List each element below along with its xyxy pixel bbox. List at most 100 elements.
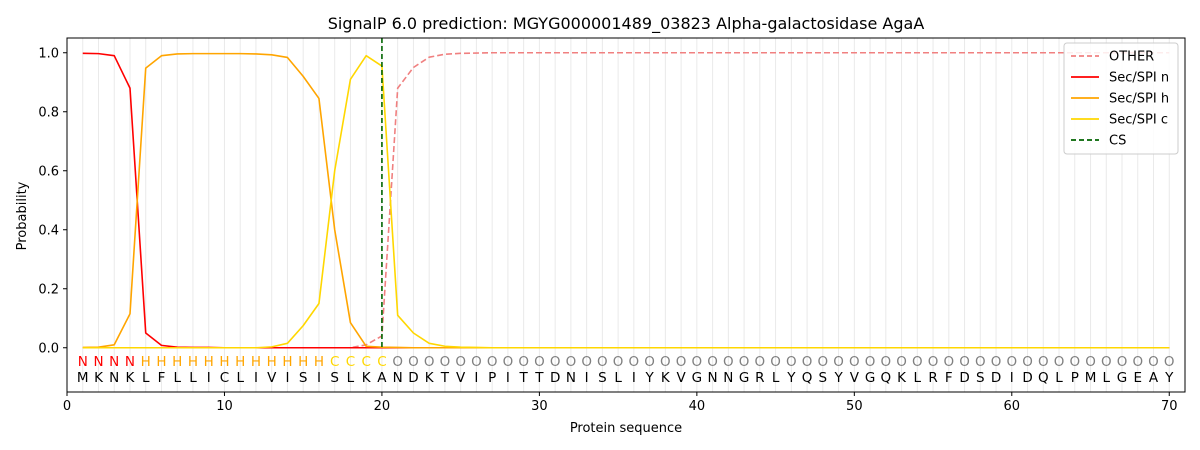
region-label: O: [471, 354, 482, 370]
region-label: O: [723, 354, 734, 370]
residue-label: S: [299, 370, 308, 386]
region-label: O: [1117, 354, 1128, 370]
legend-label: CS: [1109, 134, 1126, 149]
residue-label: K: [897, 370, 907, 386]
residue-label: A: [1149, 370, 1159, 386]
region-label: N: [93, 354, 103, 370]
series-lines: [82, 38, 1170, 349]
residue-label: V: [267, 370, 277, 386]
x-tick-label: 50: [846, 399, 863, 414]
region-label: O: [928, 354, 939, 370]
legend-label: Sec/SPI c: [1109, 113, 1168, 128]
region-label: O: [1022, 354, 1033, 370]
region-label: O: [518, 354, 529, 370]
residue-label: R: [755, 370, 764, 386]
region-label: O: [660, 354, 671, 370]
residue-label: P: [1071, 370, 1079, 386]
series-line-other: [82, 51, 1170, 349]
x-tick-label: 40: [689, 399, 706, 414]
region-label: O: [959, 354, 970, 370]
residue-label: I: [254, 370, 258, 386]
sequence-labels: NMNKNNNKHLHFHLHLHIHCHLHIHVHIHSHICSCLCKCA…: [77, 354, 1175, 386]
region-label: H: [314, 354, 324, 370]
residue-label: G: [1117, 370, 1127, 386]
residue-label: M: [77, 370, 89, 386]
residue-label: I: [585, 370, 589, 386]
residue-label: L: [142, 370, 150, 386]
region-label: O: [739, 354, 750, 370]
residue-label: M: [1085, 370, 1097, 386]
residue-label: I: [207, 370, 211, 386]
region-label: O: [991, 354, 1002, 370]
residue-label: S: [598, 370, 607, 386]
region-label: O: [880, 354, 891, 370]
residue-label: S: [330, 370, 339, 386]
region-label: O: [755, 354, 766, 370]
residue-label: E: [1133, 370, 1142, 386]
residue-label: K: [126, 370, 136, 386]
residue-label: T: [534, 370, 544, 386]
region-label: H: [298, 354, 308, 370]
residue-label: C: [220, 370, 229, 386]
region-label: O: [943, 354, 954, 370]
series-line-sec-spi-n: [82, 52, 1170, 349]
x-tick-label: 60: [1004, 399, 1021, 414]
region-label: O: [865, 354, 876, 370]
residue-label: L: [189, 370, 197, 386]
legend-label: Sec/SPI h: [1109, 92, 1169, 107]
region-label: O: [581, 354, 592, 370]
legend-box: [1063, 42, 1179, 155]
grid-lines: [82, 38, 1170, 392]
residue-label: K: [94, 370, 104, 386]
residue-label: N: [393, 370, 403, 386]
legend-label: Sec/SPI n: [1109, 71, 1169, 86]
region-label: O: [534, 354, 545, 370]
region-label: N: [125, 354, 135, 370]
residue-label: I: [474, 370, 478, 386]
axis-ticks: 0 10 20 30 40 50 60 70 0.0 0.2 0.4 0.6 0.8 1.0: [38, 46, 1177, 414]
chart-title: SignalP 6.0 prediction: MGYG000001489_03…: [328, 14, 925, 34]
residue-label: L: [1055, 370, 1063, 386]
region-label: O: [849, 354, 860, 370]
region-label: O: [455, 354, 466, 370]
x-tick-label: 10: [216, 399, 233, 414]
residue-label: F: [945, 370, 953, 386]
residue-label: Q: [802, 370, 813, 386]
region-label: O: [424, 354, 435, 370]
x-tick-label: 70: [1161, 399, 1178, 414]
region-label: O: [644, 354, 655, 370]
region-label: O: [692, 354, 703, 370]
residue-label: Q: [880, 370, 891, 386]
residue-label: Q: [1038, 370, 1049, 386]
series-line-sec-spi-h: [82, 52, 1170, 349]
x-tick-label: 30: [531, 399, 548, 414]
residue-label: Y: [1164, 370, 1174, 386]
y-tick-label: 0.2: [38, 282, 59, 297]
residue-label: L: [772, 370, 780, 386]
residue-label: D: [991, 370, 1001, 386]
region-label: H: [235, 354, 245, 370]
residue-label: N: [723, 370, 733, 386]
residue-label: K: [661, 370, 671, 386]
residue-label: N: [566, 370, 576, 386]
region-label: O: [392, 354, 403, 370]
region-label: O: [1164, 354, 1175, 370]
region-label: O: [1101, 354, 1112, 370]
residue-label: T: [519, 370, 529, 386]
region-label: C: [330, 354, 339, 370]
residue-label: Y: [786, 370, 796, 386]
region-label: O: [770, 354, 781, 370]
residue-label: V: [676, 370, 686, 386]
region-label: O: [707, 354, 718, 370]
y-tick-label: 0.0: [38, 341, 59, 356]
region-label: N: [78, 354, 88, 370]
residue-label: N: [708, 370, 718, 386]
residue-label: S: [819, 370, 828, 386]
residue-label: I: [1010, 370, 1014, 386]
residue-label: D: [550, 370, 560, 386]
region-label: O: [566, 354, 577, 370]
region-label: O: [1069, 354, 1080, 370]
region-label: O: [613, 354, 624, 370]
residue-label: D: [408, 370, 418, 386]
